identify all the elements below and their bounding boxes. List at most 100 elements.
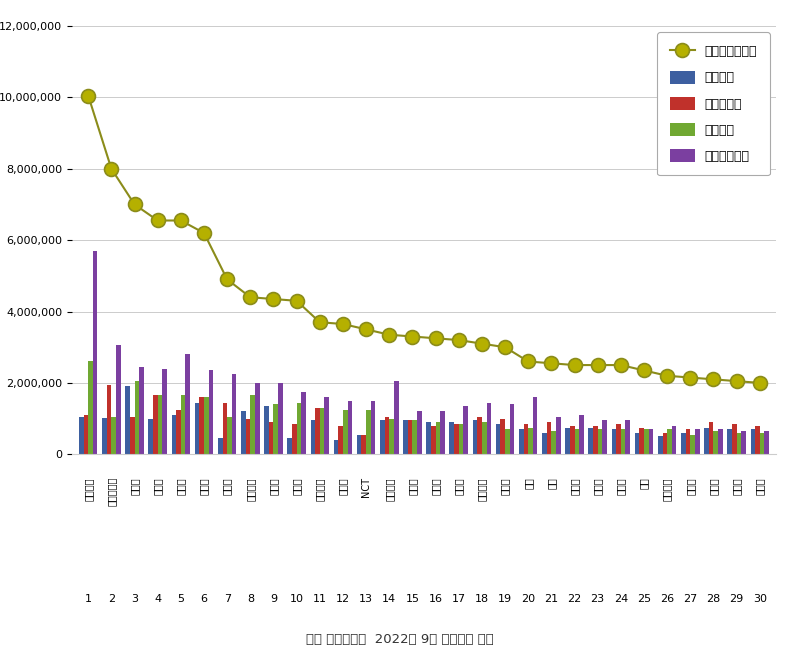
브랜드평판지수 <box>176 217 186 225</box>
Bar <box>750 430 755 454</box>
Bar <box>662 433 667 454</box>
Bar <box>130 417 134 454</box>
Text: 6: 6 <box>201 594 207 604</box>
Bar <box>88 361 93 454</box>
브랜드평판지수 <box>106 165 116 173</box>
Text: 김연아: 김연아 <box>616 477 626 495</box>
Text: 뉴진스: 뉴진스 <box>430 477 441 495</box>
Text: 14: 14 <box>382 594 396 604</box>
Text: 송가인: 송가인 <box>686 477 695 495</box>
Text: 16: 16 <box>429 594 442 604</box>
Bar <box>760 433 765 454</box>
브랜드평판지수 <box>477 339 486 347</box>
Text: 10: 10 <box>290 594 304 604</box>
Bar <box>292 424 297 454</box>
Bar <box>269 422 274 454</box>
Bar <box>486 402 491 454</box>
Bar <box>440 411 445 454</box>
Bar <box>158 395 162 454</box>
브랜드평판지수 <box>500 343 510 351</box>
Bar <box>134 381 139 454</box>
Text: 오마이걸: 오마이걸 <box>662 477 672 500</box>
Text: 1: 1 <box>85 594 92 604</box>
브랜드평판지수 <box>523 358 533 365</box>
Text: 30: 30 <box>753 594 766 604</box>
브랜드평판지수 <box>385 331 394 339</box>
브랜드평판지수 <box>222 275 232 283</box>
Text: 5: 5 <box>178 594 184 604</box>
Text: 25: 25 <box>637 594 651 604</box>
Bar <box>556 417 561 454</box>
Bar <box>413 421 417 454</box>
Text: 이정재: 이정재 <box>153 477 162 495</box>
Bar <box>681 433 686 454</box>
Bar <box>347 400 352 454</box>
Text: 이승기: 이승기 <box>593 477 602 495</box>
Bar <box>325 397 329 454</box>
Bar <box>473 421 478 454</box>
Bar <box>579 415 584 454</box>
Text: 17: 17 <box>452 594 466 604</box>
Text: 유재석: 유재석 <box>222 477 232 495</box>
Bar <box>139 367 144 454</box>
Bar <box>570 426 574 454</box>
Bar <box>362 435 366 454</box>
브랜드평판지수 <box>755 379 765 387</box>
Bar <box>274 404 278 454</box>
브랜드평판지수 <box>709 375 718 383</box>
Legend: 브랜드평판지수, 참여지수, 미디어지수, 소통지수, 커뮤니티지수: 브랜드평판지수, 참여지수, 미디어지수, 소통지수, 커뮤니티지수 <box>658 32 770 175</box>
Bar <box>523 424 528 454</box>
Bar <box>695 430 699 454</box>
브랜드평판지수 <box>570 361 579 369</box>
Bar <box>222 402 227 454</box>
Bar <box>366 410 370 454</box>
Bar <box>593 426 598 454</box>
Bar <box>690 435 695 454</box>
Bar <box>246 419 250 454</box>
브랜드평판지수 <box>269 295 278 303</box>
Bar <box>255 383 259 454</box>
Bar <box>644 430 649 454</box>
Text: 태연: 태연 <box>546 477 556 489</box>
Bar <box>574 430 579 454</box>
브랜드평판지수 <box>593 361 602 369</box>
Text: 26: 26 <box>660 594 674 604</box>
Bar <box>241 411 246 454</box>
Bar <box>602 421 607 454</box>
Bar <box>320 408 325 454</box>
Bar <box>718 430 722 454</box>
Bar <box>153 395 158 454</box>
Bar <box>478 417 482 454</box>
Text: 트와이스: 트와이스 <box>314 477 325 500</box>
Text: 24: 24 <box>614 594 628 604</box>
Text: 방탄소년단: 방탄소년단 <box>106 477 116 506</box>
Bar <box>385 417 390 454</box>
Bar <box>649 430 654 454</box>
Bar <box>714 431 718 454</box>
Bar <box>658 436 662 454</box>
브랜드평판지수 <box>546 360 556 367</box>
Bar <box>116 345 121 454</box>
Bar <box>79 417 83 454</box>
Bar <box>709 422 714 454</box>
브랜드평판지수 <box>430 334 440 342</box>
Bar <box>667 430 672 454</box>
브랜드평판지수 <box>686 374 695 382</box>
Bar <box>278 383 282 454</box>
브랜드평판지수 <box>292 297 302 305</box>
Bar <box>501 419 505 454</box>
브랜드평판지수 <box>246 293 255 301</box>
Text: 12: 12 <box>336 594 350 604</box>
Bar <box>390 419 394 454</box>
Text: 소녀시대: 소녀시대 <box>246 477 255 500</box>
Text: 배종원: 배종원 <box>500 477 510 495</box>
Bar <box>686 430 690 454</box>
Text: 9: 9 <box>270 594 277 604</box>
Text: 블랙픕크: 블랙픕크 <box>83 477 94 500</box>
Bar <box>315 408 320 454</box>
Text: 임영웅: 임영웅 <box>199 477 209 495</box>
Bar <box>611 430 616 454</box>
브랜드평판지수 <box>732 377 742 385</box>
Text: NCT: NCT <box>361 477 371 497</box>
Bar <box>639 428 644 454</box>
